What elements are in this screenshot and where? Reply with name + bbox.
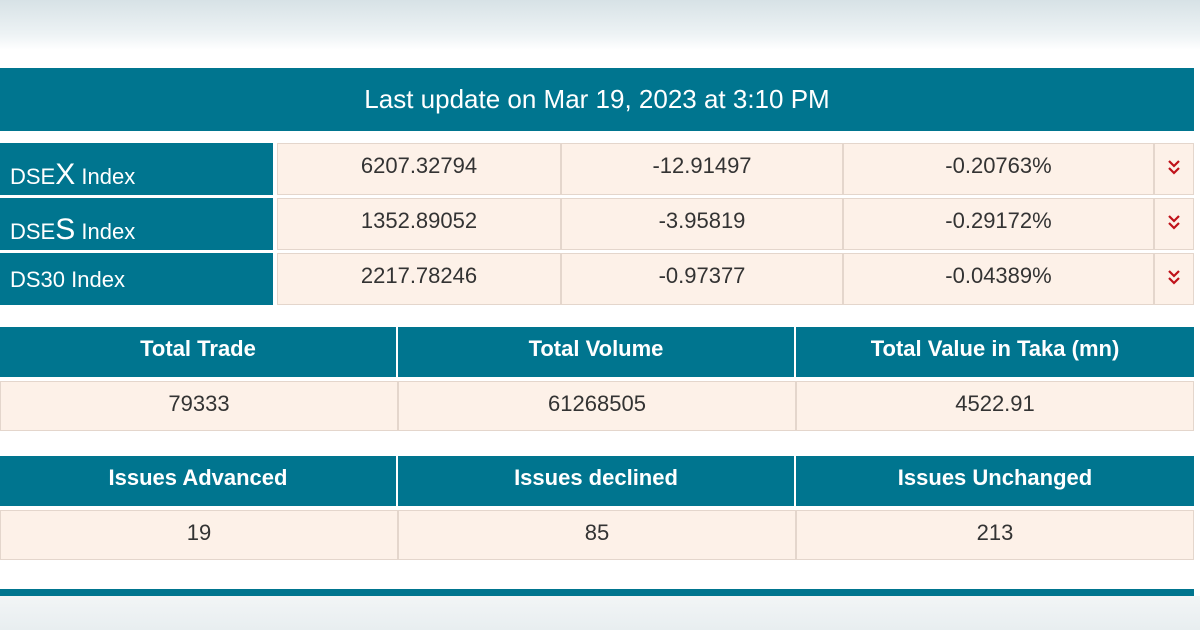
index-value: 2217.78246 (277, 253, 561, 305)
index-percent: -0.29172% (843, 198, 1154, 250)
header-total-trade: Total Trade (0, 327, 398, 377)
double-chevron-down-icon (1154, 198, 1194, 250)
last-update-text: Last update on Mar 19, 2023 at 3:10 PM (364, 84, 830, 114)
bottom-divider (0, 589, 1194, 596)
header-issues-advanced: Issues Advanced (0, 456, 398, 506)
header-issues-declined: Issues declined (398, 456, 796, 506)
index-change: -0.97377 (561, 253, 843, 305)
value-issues-advanced: 19 (0, 510, 398, 560)
index-row-dsex: DSEX Index 6207.32794 -12.91497 -0.20763… (0, 143, 1194, 195)
double-chevron-down-icon (1154, 143, 1194, 195)
index-name-dsex: DSEX Index (0, 143, 273, 195)
double-chevron-down-icon (1154, 253, 1194, 305)
index-name-ds30: DS30 Index (0, 253, 273, 305)
index-row-ds30: DS30 Index 2217.78246 -0.97377 -0.04389% (0, 253, 1194, 305)
header-total-volume: Total Volume (398, 327, 796, 377)
header-total-value: Total Value in Taka (mn) (796, 327, 1194, 377)
value-total-value: 4522.91 (796, 381, 1194, 431)
index-name-dses: DSES Index (0, 198, 273, 250)
index-percent: -0.04389% (843, 253, 1154, 305)
index-row-dses: DSES Index 1352.89052 -3.95819 -0.29172% (0, 198, 1194, 250)
value-total-volume: 61268505 (398, 381, 796, 431)
value-issues-unchanged: 213 (796, 510, 1194, 560)
index-value: 1352.89052 (277, 198, 561, 250)
index-change: -3.95819 (561, 198, 843, 250)
top-background (0, 0, 1200, 50)
last-update-header: Last update on Mar 19, 2023 at 3:10 PM (0, 68, 1194, 131)
bottom-background (0, 596, 1200, 630)
index-percent: -0.20763% (843, 143, 1154, 195)
index-change: -12.91497 (561, 143, 843, 195)
value-issues-declined: 85 (398, 510, 796, 560)
value-total-trade: 79333 (0, 381, 398, 431)
header-issues-unchanged: Issues Unchanged (796, 456, 1194, 506)
index-value: 6207.32794 (277, 143, 561, 195)
